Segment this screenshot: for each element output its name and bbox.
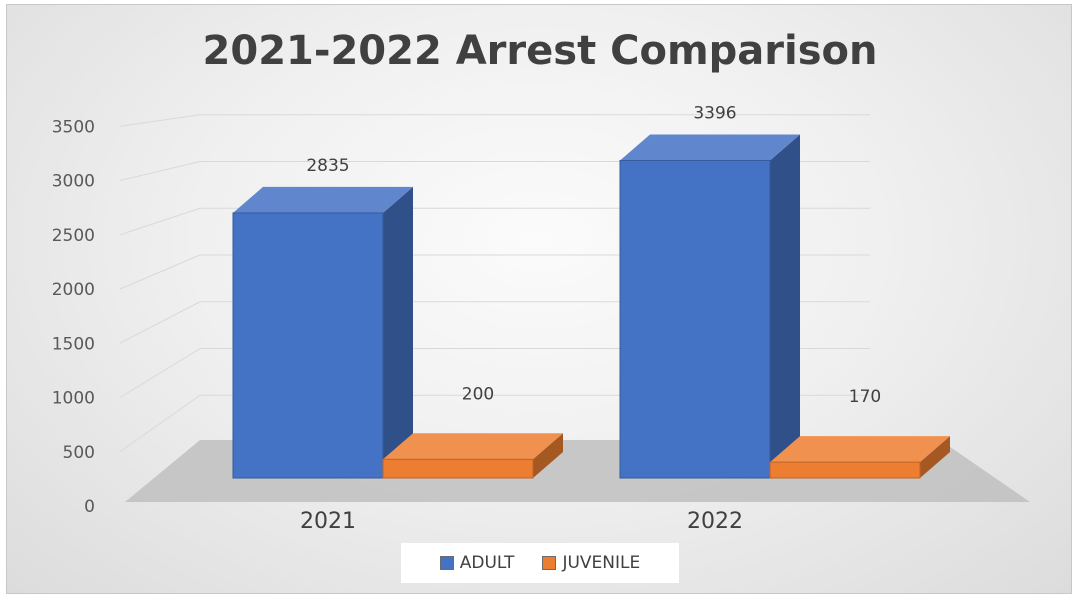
y-tick-label: 3500	[52, 117, 95, 137]
y-tick-label: 500	[63, 443, 95, 463]
chart-legend: ADULT JUVENILE	[401, 543, 679, 583]
bar-top	[383, 433, 563, 460]
y-tick-label: 1500	[52, 334, 95, 354]
y-tick-label: 1000	[52, 389, 95, 409]
legend-swatch-adult	[439, 556, 454, 570]
legend-label-juvenile: JUVENILE	[562, 553, 641, 573]
gridline-left	[119, 348, 201, 398]
bar-top	[233, 186, 413, 213]
x-tick-label: 2022	[687, 509, 743, 534]
bar-side	[533, 433, 563, 478]
data-label: 200	[462, 384, 494, 404]
y-tick-label: 3000	[52, 172, 95, 192]
bar-top	[770, 436, 950, 463]
legend-item-juvenile: JUVENILE	[542, 553, 640, 573]
y-tick-label: 0	[84, 497, 95, 517]
legend-item-adult: ADULT	[439, 553, 515, 573]
bar-adult-2021	[232, 212, 384, 479]
bar-side	[920, 436, 950, 478]
bar-side	[770, 134, 800, 478]
bar-side	[383, 186, 413, 479]
x-axis-labels: 2021 2022	[300, 509, 743, 534]
x-tick-label: 2021	[300, 509, 356, 534]
gridline-left	[119, 394, 201, 453]
y-tick-label: 2000	[52, 280, 95, 300]
gridline-left	[119, 161, 201, 181]
bar-adult-2022	[619, 159, 771, 479]
gridline-left	[119, 207, 201, 236]
chart-title: 2021-2022 Arrest Comparison	[202, 28, 878, 74]
legend-swatch-juvenile	[542, 556, 557, 570]
gridline-left	[119, 301, 201, 344]
data-label: 3396	[693, 103, 736, 123]
gridline-left	[119, 254, 201, 290]
data-label: 170	[849, 387, 881, 407]
y-tick-label: 2500	[52, 226, 95, 246]
bar-top	[620, 134, 800, 161]
legend-label-adult: ADULT	[459, 553, 515, 573]
bar-juvenile-2021	[382, 458, 534, 479]
data-label: 2835	[306, 156, 349, 176]
y-axis-ticks: 0 500 1000 1500 2000 2500 3000 3500	[52, 117, 95, 517]
data-labels: 2835 200 3396 170	[306, 103, 881, 407]
chart-bars	[232, 134, 950, 479]
bar-juvenile-2022	[769, 461, 921, 479]
gridline-left	[119, 114, 201, 127]
